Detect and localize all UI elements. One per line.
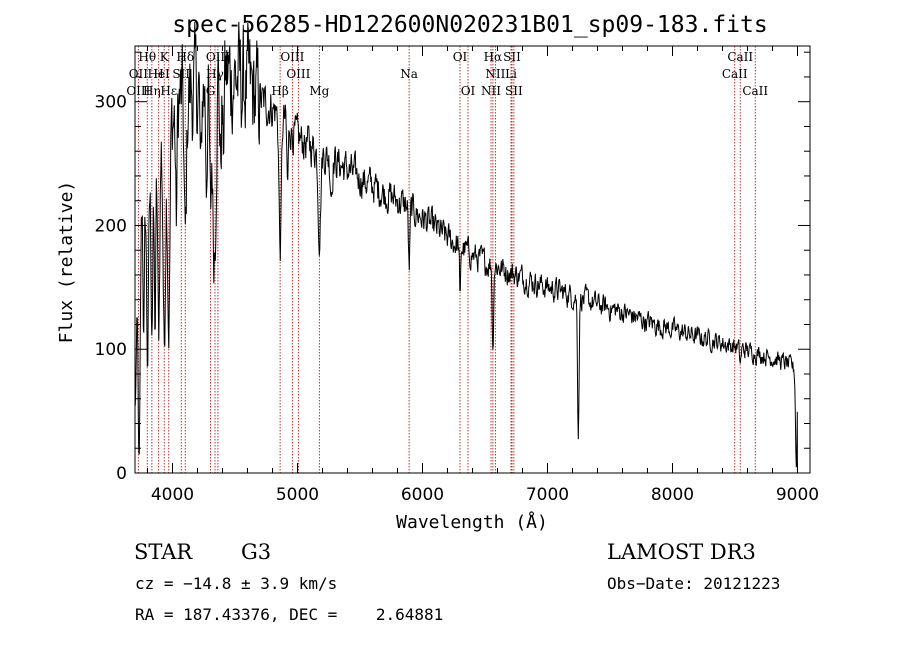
observation-date: Obs−Date: 20121223	[607, 574, 781, 593]
chart-title: spec-56285-HD122600N020231B01_sp09-183.f…	[172, 12, 767, 38]
spectral-line-label: OIII	[126, 84, 150, 98]
spectral-line-label: Mg	[309, 84, 329, 98]
spectral-line-label: OIII	[280, 50, 304, 64]
spectral-line-label: HeI	[147, 67, 170, 81]
spectral-line-label: OI	[461, 84, 476, 98]
spectral-line-label: Hα	[484, 50, 503, 64]
x-tick-label: 7000	[526, 485, 569, 505]
spectral-line-label: NII	[481, 84, 501, 98]
object-class: STAR	[134, 540, 193, 564]
survey-name: LAMOST DR3	[607, 540, 756, 564]
spectral-line-label: NII	[485, 67, 505, 81]
x-tick-label: 9000	[776, 485, 819, 505]
spectral-line-label: Hβ	[271, 84, 288, 98]
spectral-line-label: K	[160, 50, 170, 64]
spectral-line-label: OIII	[286, 67, 310, 81]
y-axis-label: Flux (relative)	[56, 181, 77, 344]
x-tick-label: 4000	[151, 485, 194, 505]
spectrum-line	[134, 21, 798, 471]
plot-frame	[134, 45, 811, 474]
x-tick-label: 8000	[651, 485, 694, 505]
spectral-line-label: Hγ	[206, 67, 224, 81]
spectral-line-label: Hθ	[138, 50, 156, 64]
spectral-line-label: Na	[400, 67, 418, 81]
spectral-line-label: Hε	[160, 84, 177, 98]
spectral-line-label: CaII	[727, 50, 753, 64]
spectral-line-label: CaII	[742, 84, 768, 98]
x-axis-ticks: 4000 5000 6000 7000 8000 9000	[147, 46, 819, 505]
spectral-line-label: SII	[503, 50, 521, 64]
y-tick-label: 200	[95, 216, 127, 236]
y-tick-label: 0	[116, 464, 127, 484]
y-axis-ticks: 0 100 200 300	[95, 51, 810, 484]
object-subclass: G3	[241, 540, 272, 564]
x-axis-label: Wavelength (Å)	[396, 511, 548, 533]
redshift-velocity: cz = −14.8 ± 3.9 km/s	[135, 574, 338, 593]
spectral-line-label: SII	[505, 84, 523, 98]
spectral-line-label: CaII	[722, 67, 748, 81]
spectral-line-label: OII	[129, 67, 149, 81]
spectral-line-label: OI	[453, 50, 468, 64]
y-tick-label: 300	[95, 93, 127, 113]
x-tick-label: 5000	[276, 485, 319, 505]
spectral-line-label: Hδ	[176, 50, 194, 64]
spectral-line-label: G	[206, 84, 216, 98]
spectral-line-label: Li	[505, 67, 517, 81]
spectral-line-label: H	[153, 67, 163, 81]
spectral-line-label: Hη	[143, 84, 161, 98]
y-tick-label: 100	[95, 340, 127, 360]
sky-coordinates: RA = 187.43376, DEC = 2.64881	[135, 605, 444, 624]
x-tick-label: 6000	[401, 485, 444, 505]
